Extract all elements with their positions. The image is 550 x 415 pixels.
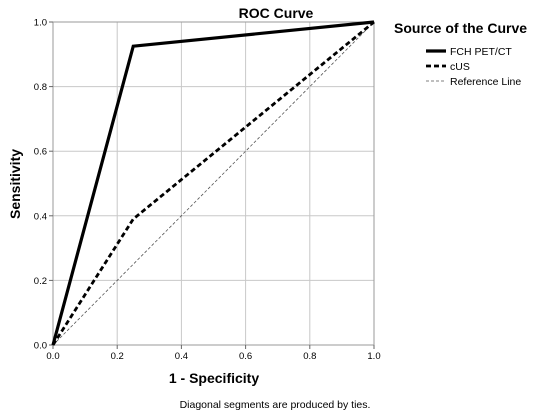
- y-tick-label: 0.2: [34, 276, 47, 287]
- legend-item-fch-pet-ct: FCH PET/CT: [426, 46, 512, 58]
- y-tick-label: 0.4: [34, 211, 47, 222]
- x-tick-label: 0.2: [111, 351, 124, 362]
- legend-label: FCH PET/CT: [450, 46, 512, 58]
- chart-title: ROC Curve: [239, 5, 314, 21]
- axis-ticks: 0.0 0.2 0.4 0.6 0.8 1.0 0.0 0.2 0.4 0.6 0.8 1.0: [34, 18, 381, 363]
- x-tick-label: 0.4: [175, 351, 188, 362]
- series-line-fch-pet-ct: [51, 20, 375, 346]
- legend-title: Source of the Curve: [394, 20, 527, 36]
- legend-item-cus: cUS: [426, 61, 470, 73]
- y-axis-label: Sensitivity: [7, 149, 23, 219]
- legend: Source of the Curve FCH PET/CT cUS Referen…: [394, 20, 527, 88]
- legend-label: cUS: [450, 61, 470, 73]
- grid: [52, 21, 375, 346]
- x-tick-label: 1.0: [367, 351, 380, 362]
- series-lines: [51, 20, 375, 346]
- y-tick-label: 1.0: [34, 18, 47, 29]
- x-tick-label: 0.8: [303, 351, 316, 362]
- x-tick-label: 0.6: [239, 351, 252, 362]
- series-line-reference-line: [52, 21, 375, 346]
- legend-label: Reference Line: [450, 76, 521, 88]
- x-axis-label: 1 - Specificity: [169, 370, 259, 386]
- x-tick-label: 0.0: [46, 351, 59, 362]
- y-tick-label: 0.6: [34, 147, 47, 158]
- y-tick-label: 0.8: [34, 82, 47, 93]
- footnote: Diagonal segments are produced by ties.: [180, 399, 371, 411]
- legend-items: FCH PET/CT cUS Reference Line: [426, 46, 521, 88]
- series-line-cus: [51, 20, 375, 346]
- y-tick-label: 0.0: [34, 341, 47, 352]
- legend-item-reference-line: Reference Line: [426, 76, 521, 88]
- plot-frame: [52, 21, 375, 346]
